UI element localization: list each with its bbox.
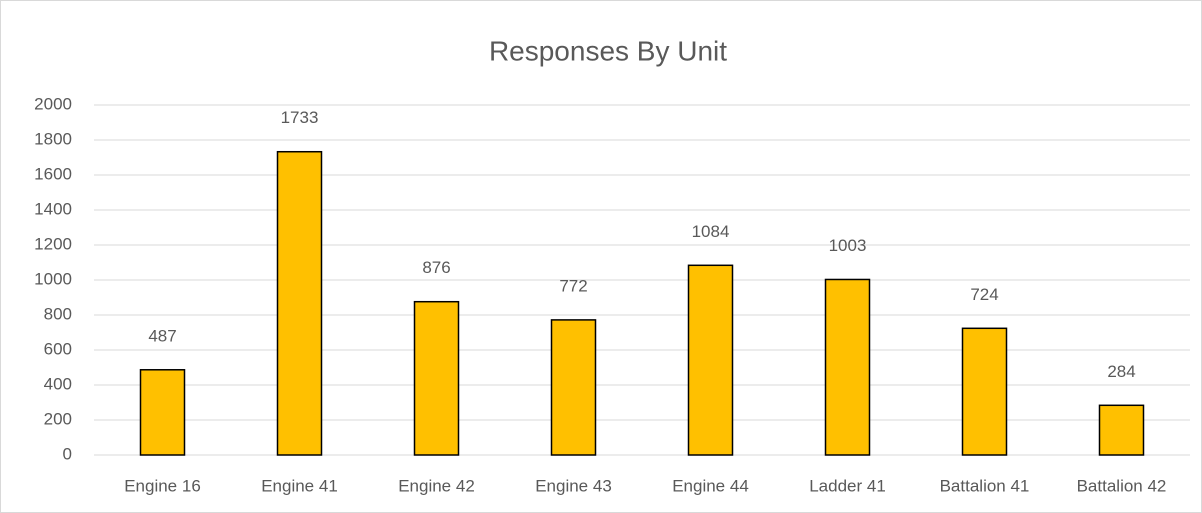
- y-tick-label: 1600: [34, 164, 72, 183]
- y-tick-label: 2000: [34, 94, 72, 113]
- y-tick-label: 1800: [34, 129, 72, 148]
- bar: [139, 369, 186, 456]
- y-tick-label: 600: [44, 339, 72, 358]
- bar: [413, 300, 460, 456]
- y-tick-label: 1000: [34, 269, 72, 288]
- x-tick-label: Engine 44: [672, 476, 749, 495]
- y-tick-label: 200: [44, 409, 72, 428]
- chart-title: Responses By Unit: [489, 35, 727, 66]
- x-tick-label: Engine 43: [535, 476, 612, 495]
- bar: [961, 327, 1008, 456]
- data-label: 487: [148, 326, 176, 345]
- bar: [1098, 404, 1145, 456]
- x-tick-label: Battalion 41: [940, 476, 1030, 495]
- bar: [687, 264, 734, 456]
- data-label: 1084: [692, 222, 730, 241]
- x-tick-label: Ladder 41: [809, 476, 886, 495]
- data-label: 724: [970, 285, 998, 304]
- y-tick-label: 1200: [34, 234, 72, 253]
- bar: [276, 150, 323, 456]
- x-tick-label: Engine 42: [398, 476, 475, 495]
- data-label: 772: [559, 276, 587, 295]
- data-label: 1003: [829, 236, 867, 255]
- bar: [824, 278, 871, 456]
- x-tick-label: Engine 16: [124, 476, 201, 495]
- y-tick-label: 800: [44, 304, 72, 323]
- bar: [550, 319, 597, 456]
- data-label: 284: [1107, 362, 1135, 381]
- x-tick-label: Battalion 42: [1077, 476, 1167, 495]
- y-tick-label: 1400: [34, 199, 72, 218]
- y-tick-label: 0: [63, 444, 72, 463]
- y-tick-label: 400: [44, 374, 72, 393]
- x-tick-label: Engine 41: [261, 476, 338, 495]
- data-label: 876: [422, 258, 450, 277]
- data-label: 1733: [281, 108, 319, 127]
